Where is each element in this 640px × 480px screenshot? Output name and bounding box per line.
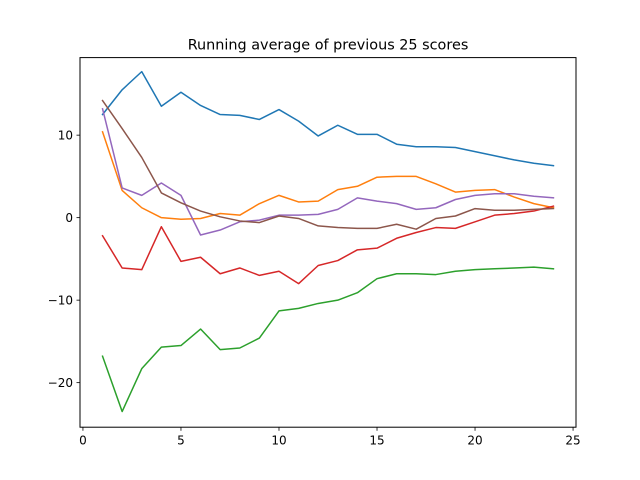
chart-title: Running average of previous 25 scores bbox=[188, 38, 469, 54]
y-tick-label: 0 bbox=[65, 211, 73, 225]
series-line-2 bbox=[101, 130, 555, 221]
series-line-4 bbox=[101, 205, 555, 285]
series-layer bbox=[101, 70, 555, 413]
x-tick-label: 5 bbox=[177, 434, 185, 448]
x-tick-label: 20 bbox=[467, 434, 482, 448]
series-line-6 bbox=[101, 99, 555, 230]
y-axis: −20 −10 0 10 bbox=[48, 128, 80, 390]
y-tick-label: 10 bbox=[58, 128, 73, 142]
plot-frame bbox=[79, 57, 577, 428]
series-line-3 bbox=[101, 266, 555, 413]
x-axis: 0 5 10 15 20 25 bbox=[79, 427, 581, 448]
y-tick-label: −10 bbox=[48, 293, 73, 307]
y-tick-label: −20 bbox=[48, 376, 73, 390]
x-tick-label: 15 bbox=[369, 434, 384, 448]
series-line-5 bbox=[101, 107, 555, 236]
series-line-1 bbox=[101, 70, 555, 167]
x-tick-label: 0 bbox=[79, 434, 87, 448]
x-tick-label: 10 bbox=[271, 434, 286, 448]
x-tick-label: 25 bbox=[565, 434, 580, 448]
